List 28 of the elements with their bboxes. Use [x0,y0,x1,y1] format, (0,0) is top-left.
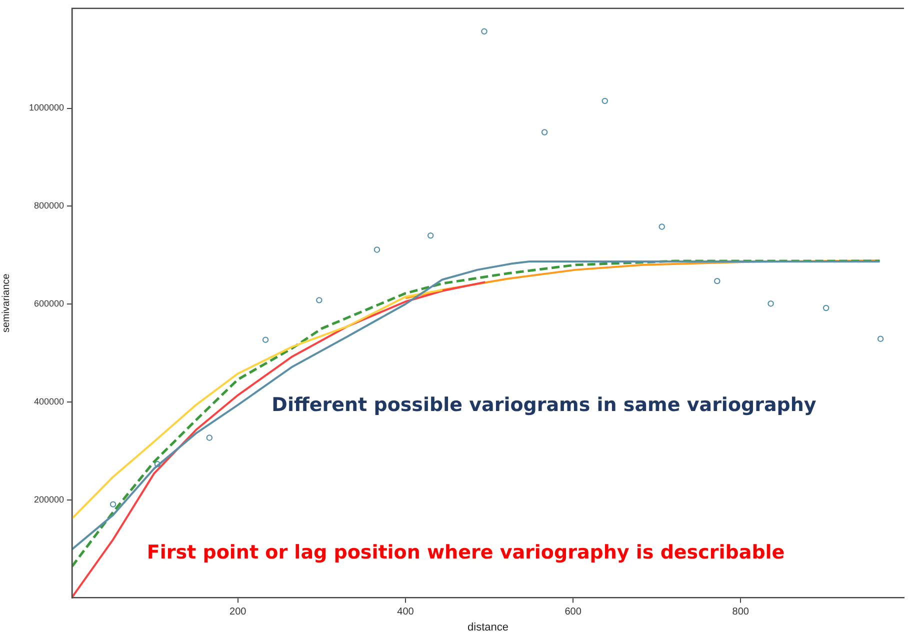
point [541,129,548,136]
annotation: Different possible variograms in same variography [272,394,817,416]
x-tick-label: 400 [397,606,414,618]
point [822,304,830,312]
x-axis-title: distance [468,621,508,634]
point [262,336,269,343]
point [374,246,380,253]
y-axis-title: semivariance [0,273,12,333]
point [206,434,213,441]
point [714,278,720,284]
annotation: First point or lag position where variography is describable [146,542,785,564]
point [658,224,665,230]
point [481,28,488,35]
x-tick-label: 200 [230,606,247,618]
point [602,98,608,104]
point [154,461,161,468]
point [110,501,116,508]
point [316,297,322,304]
y-tick-label: 200000 [34,494,64,504]
x-tick-label: 800 [732,606,750,618]
y-tick-label: 400000 [34,396,64,406]
y-tick-label: 800000 [34,200,64,211]
point [768,300,774,307]
x-tick-label: 600 [564,606,582,618]
point [877,336,884,342]
y-tick-label: 1000000 [28,102,64,113]
y-tick-label: 600000 [34,298,64,309]
point [428,232,434,239]
